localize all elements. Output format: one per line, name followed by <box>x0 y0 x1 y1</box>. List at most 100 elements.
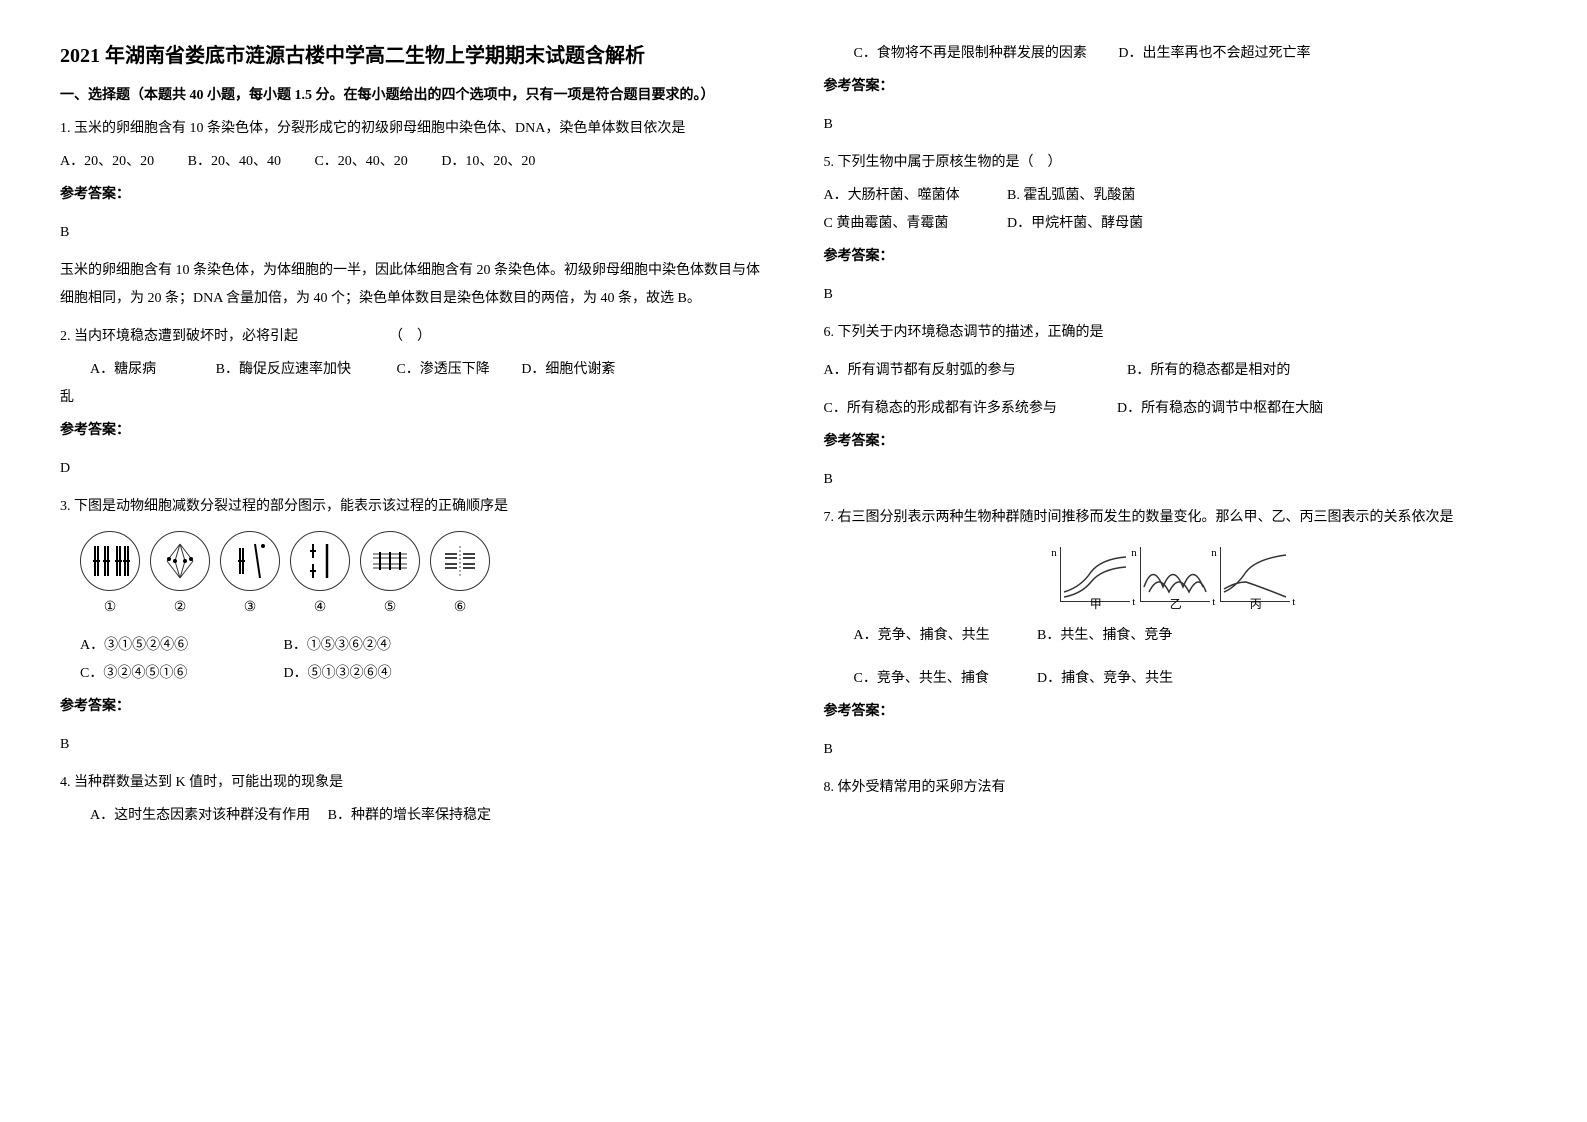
cell-3-label: ③ <box>244 594 257 622</box>
question-2: 2. 当内环境稳态遭到破坏时，必将引起 （ ） <box>60 323 764 351</box>
q1-option-c: C．20、40、20 <box>314 154 407 169</box>
question-5: 5. 下列生物中属于原核生物的是（ ） <box>824 149 1528 177</box>
q4-answer: B <box>824 111 1528 139</box>
cell-4-label: ④ <box>314 594 327 622</box>
q6-option-a: A．所有调节都有反射弧的参与 <box>824 357 1124 385</box>
q5-answer-label: 参考答案： <box>824 243 1528 271</box>
q6-option-b: B．所有的稳态都是相对的 <box>1127 363 1290 378</box>
section-1-header: 一、选择题（本题共 40 小题，每小题 1.5 分。在每小题给出的四个选项中，只… <box>60 82 764 110</box>
question-5-options-row1: A．大肠杆菌、噬菌体 B. 霍乱弧菌、乳酸菌 <box>824 182 1528 210</box>
cell-1-label: ① <box>104 594 117 622</box>
q5-answer: B <box>824 281 1528 309</box>
q5-option-a: A．大肠杆菌、噬菌体 <box>824 182 1004 210</box>
q4-answer-label: 参考答案： <box>824 73 1528 101</box>
q1-option-d: D．10、20、20 <box>441 154 535 169</box>
q3-option-d: D．⑤①③②⑥④ <box>284 666 392 681</box>
question-2-options: A．糖尿病 B．酶促反应速率加快 C．渗透压下降 D．细胞代谢紊 <box>60 356 764 384</box>
q3-option-b: B．①⑤③⑥②④ <box>284 638 391 653</box>
chromosome-icon <box>85 536 135 586</box>
q5-option-c: C 黄曲霉菌、青霉菌 <box>824 210 1004 238</box>
question-4: 4. 当种群数量达到 K 值时，可能出现的现象是 <box>60 769 764 797</box>
q2-answer: D <box>60 455 764 483</box>
separating-chromosome-icon <box>295 536 345 586</box>
q6-answer-label: 参考答案： <box>824 428 1528 456</box>
question-6: 6. 下列关于内环境稳态调节的描述，正确的是 <box>824 319 1528 347</box>
telophase-icon <box>435 536 485 586</box>
q2-option-d-cont: 乱 <box>60 384 764 412</box>
spindle-icon <box>155 536 205 586</box>
question-3: 3. 下图是动物细胞减数分裂过程的部分图示，能表示该过程的正确顺序是 <box>60 493 764 521</box>
cell-3-circle <box>220 531 280 591</box>
cell-2-label: ② <box>174 594 187 622</box>
q1-answer-label: 参考答案： <box>60 181 764 209</box>
q2-option-a: A．糖尿病 <box>90 362 156 377</box>
q7-option-a: A．竞争、捕食、共生 <box>854 622 1034 650</box>
q7-option-b: B．共生、捕食、竞争 <box>1037 628 1172 643</box>
cell-6: ⑥ <box>430 531 490 622</box>
cell-4: ④ <box>290 531 350 622</box>
q4-option-b: B．种群的增长率保持稳定 <box>328 808 491 823</box>
question-7-options-row1: A．竞争、捕食、共生 B．共生、捕食、竞争 <box>824 622 1528 650</box>
q7-answer: B <box>824 736 1528 764</box>
cell-5-label: ⑤ <box>384 594 397 622</box>
question-3-options: A．③①⑤②④⑥ B．①⑤③⑥②④ C．③②④⑤①⑥ D．⑤①③②⑥④ <box>60 632 764 688</box>
q3-option-a: A．③①⑤②④⑥ <box>80 632 280 660</box>
cell-4-circle <box>290 531 350 591</box>
q3-answer-label: 参考答案： <box>60 693 764 721</box>
question-4-options-row1: A．这时生态因素对该种群没有作用 B．种群的增长率保持稳定 <box>60 802 764 830</box>
q6-option-c: C．所有稳态的形成都有许多系统参与 <box>824 395 1114 423</box>
q5-option-d: D．甲烷杆菌、酵母菌 <box>1007 216 1143 231</box>
graph-bing-x-label: t <box>1292 591 1295 613</box>
graph-yi-x-label: t <box>1212 591 1215 613</box>
graph-jia: n t 甲 <box>1060 547 1130 602</box>
q1-explanation: 玉米的卵细胞含有 10 条染色体，为体细胞的一半，因此体细胞含有 20 条染色体… <box>60 257 764 313</box>
q7-graphs: n t 甲 n t 乙 n t 丙 <box>824 547 1528 602</box>
cell-3: ③ <box>220 531 280 622</box>
cell-6-circle <box>430 531 490 591</box>
q2-option-d: D．细胞代谢紊 <box>521 362 615 377</box>
q7-option-d: D．捕食、竞争、共生 <box>1037 671 1173 686</box>
exam-title: 2021 年湖南省娄底市涟源古楼中学高二生物上学期期末试题含解析 <box>60 40 764 72</box>
q7-option-c: C．竞争、共生、捕食 <box>854 665 1034 693</box>
question-6-options-row2: C．所有稳态的形成都有许多系统参与 D．所有稳态的调节中枢都在大脑 <box>824 395 1528 423</box>
competition-curve-icon <box>1221 547 1291 602</box>
q3-answer: B <box>60 731 764 759</box>
question-1: 1. 玉米的卵细胞含有 10 条染色体，分裂形成它的初级卵母细胞中染色体、DNA… <box>60 115 764 143</box>
q6-answer: B <box>824 466 1528 494</box>
q1-option-b: B．20、40、40 <box>188 154 281 169</box>
left-column: 2021 年湖南省娄底市涟源古楼中学高二生物上学期期末试题含解析 一、选择题（本… <box>60 40 764 830</box>
cell-1-circle <box>80 531 140 591</box>
question-4-options-row2: C．食物将不再是限制种群发展的因素 D．出生率再也不会超过死亡率 <box>824 40 1528 68</box>
q2-option-c: C．渗透压下降 <box>396 362 489 377</box>
graph-bing: n t 丙 <box>1220 547 1290 602</box>
graph-bing-y-label: n <box>1211 542 1217 564</box>
q4-option-a: A．这时生态因素对该种群没有作用 <box>90 808 310 823</box>
question-8: 8. 体外受精常用的采卵方法有 <box>824 774 1528 802</box>
cell-6-label: ⑥ <box>454 594 467 622</box>
question-1-options: A．20、20、20 B．20、40、40 C．20、40、20 D．10、20… <box>60 148 764 176</box>
cell-2: ② <box>150 531 210 622</box>
cell-5-circle <box>360 531 420 591</box>
q2-option-b: B．酶促反应速率加快 <box>216 362 351 377</box>
cell-1: ① <box>80 531 140 622</box>
q5-option-b: B. 霍乱弧菌、乳酸菌 <box>1007 188 1135 203</box>
q3-option-c: C．③②④⑤①⑥ <box>80 660 280 688</box>
mutualism-curve-icon <box>1061 547 1131 602</box>
question-7-options-row2: C．竞争、共生、捕食 D．捕食、竞争、共生 <box>824 665 1528 693</box>
graph-yi-y-label: n <box>1131 542 1137 564</box>
graph-jia-y-label: n <box>1051 542 1057 564</box>
graph-yi: n t 乙 <box>1140 547 1210 602</box>
q4-option-d: D．出生率再也不会超过死亡率 <box>1118 46 1310 61</box>
right-column: C．食物将不再是限制种群发展的因素 D．出生率再也不会超过死亡率 参考答案： B… <box>824 40 1528 830</box>
cell-2-circle <box>150 531 210 591</box>
metaphase-icon <box>365 536 415 586</box>
chromosome-pair-icon <box>225 536 275 586</box>
question-6-options-row1: A．所有调节都有反射弧的参与 B．所有的稳态都是相对的 <box>824 357 1528 385</box>
q1-option-a: A．20、20、20 <box>60 154 154 169</box>
q6-option-d: D．所有稳态的调节中枢都在大脑 <box>1117 401 1323 416</box>
q4-option-c: C．食物将不再是限制种群发展的因素 <box>854 46 1087 61</box>
predation-curve-icon <box>1141 547 1211 602</box>
q1-answer: B <box>60 219 764 247</box>
cell-5: ⑤ <box>360 531 420 622</box>
graph-jia-x-label: t <box>1132 591 1135 613</box>
